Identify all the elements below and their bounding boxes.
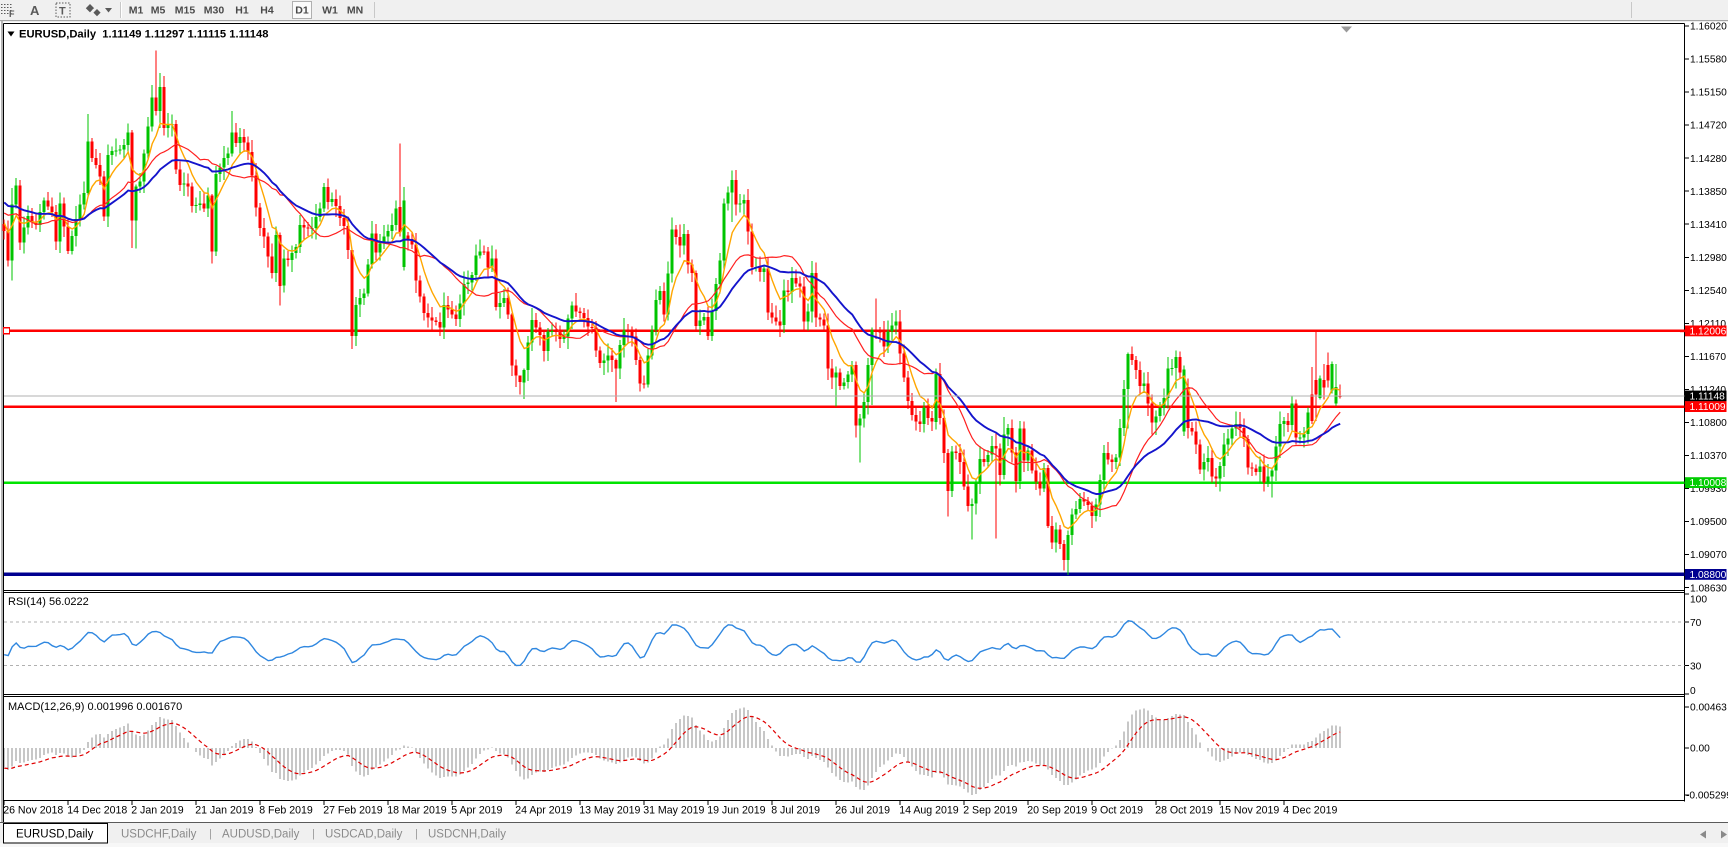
svg-text:19 Jun 2019: 19 Jun 2019 bbox=[707, 805, 765, 817]
svg-text:27 Feb 2019: 27 Feb 2019 bbox=[323, 805, 383, 817]
svg-text:1.11009: 1.11009 bbox=[1690, 402, 1726, 413]
svg-text:21 Jan 2019: 21 Jan 2019 bbox=[195, 805, 253, 817]
svg-text:-0.005299: -0.005299 bbox=[1686, 790, 1728, 801]
svg-text:30: 30 bbox=[1690, 662, 1702, 673]
svg-text:1.10800: 1.10800 bbox=[1690, 418, 1727, 429]
svg-text:2 Sep 2019: 2 Sep 2019 bbox=[963, 805, 1017, 817]
svg-text:0.00463: 0.00463 bbox=[1690, 703, 1727, 714]
svg-text:A: A bbox=[30, 3, 40, 18]
svg-text:AUDUSD,Daily: AUDUSD,Daily bbox=[222, 829, 300, 841]
svg-text:1.14720: 1.14720 bbox=[1690, 121, 1727, 132]
svg-text:EURUSD,Daily: EURUSD,Daily bbox=[16, 829, 94, 841]
svg-text:1.08800: 1.08800 bbox=[1690, 570, 1727, 581]
svg-text:M1: M1 bbox=[129, 5, 144, 17]
svg-text:14 Aug 2019: 14 Aug 2019 bbox=[899, 805, 959, 817]
svg-text:MN: MN bbox=[347, 5, 363, 17]
svg-text:8 Jul 2019: 8 Jul 2019 bbox=[771, 805, 820, 817]
svg-text:RSI(14) 56.0222: RSI(14) 56.0222 bbox=[8, 596, 89, 608]
svg-text:70: 70 bbox=[1690, 618, 1702, 629]
svg-text:1.12006: 1.12006 bbox=[1690, 327, 1727, 338]
svg-text:1.09070: 1.09070 bbox=[1690, 550, 1727, 561]
svg-text:1.14280: 1.14280 bbox=[1690, 154, 1727, 165]
svg-text:14 Dec 2018: 14 Dec 2018 bbox=[67, 805, 127, 817]
svg-text:USDCNH,Daily: USDCNH,Daily bbox=[428, 829, 506, 841]
svg-text:26 Nov 2018: 26 Nov 2018 bbox=[3, 805, 63, 817]
svg-text:M5: M5 bbox=[151, 5, 166, 17]
svg-text:1.09500: 1.09500 bbox=[1690, 517, 1727, 528]
svg-text:1.15150: 1.15150 bbox=[1690, 88, 1727, 99]
svg-text:T: T bbox=[59, 6, 66, 18]
svg-text:1.10008: 1.10008 bbox=[1690, 478, 1727, 489]
svg-text:1.13850: 1.13850 bbox=[1690, 187, 1727, 198]
svg-text:|: | bbox=[312, 828, 315, 840]
svg-text:USDCAD,Daily: USDCAD,Daily bbox=[325, 829, 403, 841]
svg-text:1.12110: 1.12110 bbox=[1690, 319, 1726, 330]
svg-text:100: 100 bbox=[1690, 595, 1707, 606]
svg-text:1.15580: 1.15580 bbox=[1690, 55, 1727, 66]
svg-text:8 Feb 2019: 8 Feb 2019 bbox=[259, 805, 313, 817]
svg-text:28 Oct 2019: 28 Oct 2019 bbox=[1155, 805, 1213, 817]
svg-text:USDCHF,Daily: USDCHF,Daily bbox=[121, 829, 197, 841]
svg-text:0: 0 bbox=[1690, 686, 1696, 697]
svg-text:|: | bbox=[415, 828, 418, 840]
svg-text:18 Mar 2019: 18 Mar 2019 bbox=[387, 805, 447, 817]
svg-text:1.12980: 1.12980 bbox=[1690, 253, 1727, 264]
svg-text:H4: H4 bbox=[260, 5, 274, 17]
svg-text:1.08630: 1.08630 bbox=[1690, 583, 1727, 594]
svg-text:1.09930: 1.09930 bbox=[1690, 484, 1727, 495]
svg-text:15 Nov 2019: 15 Nov 2019 bbox=[1219, 805, 1279, 817]
svg-text:20 Sep 2019: 20 Sep 2019 bbox=[1027, 805, 1087, 817]
svg-text:M30: M30 bbox=[204, 5, 225, 17]
svg-text:1.16020: 1.16020 bbox=[1690, 22, 1727, 33]
svg-text:13 May 2019: 13 May 2019 bbox=[579, 805, 640, 817]
svg-text:M15: M15 bbox=[175, 5, 196, 17]
svg-text:1.10370: 1.10370 bbox=[1690, 451, 1727, 462]
svg-text:W1: W1 bbox=[322, 5, 338, 17]
svg-text:1.11148: 1.11148 bbox=[1690, 392, 1726, 403]
svg-text:26 Jul 2019: 26 Jul 2019 bbox=[835, 805, 890, 817]
svg-text:24 Apr 2019: 24 Apr 2019 bbox=[515, 805, 572, 817]
svg-text:5 Apr 2019: 5 Apr 2019 bbox=[451, 805, 502, 817]
svg-text:EURUSD,Daily 1.11149 1.11297: EURUSD,Daily 1.11149 1.11297 1.11115 1.1… bbox=[19, 29, 268, 41]
svg-text:4 Dec 2019: 4 Dec 2019 bbox=[1283, 805, 1337, 817]
svg-text:0.00: 0.00 bbox=[1690, 744, 1710, 755]
svg-text:H1: H1 bbox=[235, 5, 249, 17]
svg-text:1.11670: 1.11670 bbox=[1690, 352, 1726, 363]
svg-text:1.12540: 1.12540 bbox=[1690, 286, 1727, 297]
svg-text:31 May 2019: 31 May 2019 bbox=[643, 805, 704, 817]
svg-text:D1: D1 bbox=[295, 5, 309, 17]
svg-text:9 Oct 2019: 9 Oct 2019 bbox=[1091, 805, 1143, 817]
svg-text:|: | bbox=[209, 828, 212, 840]
svg-text:F: F bbox=[9, 9, 15, 19]
svg-text:MACD(12,26,9) 0.001996 0.00167: MACD(12,26,9) 0.001996 0.001670 bbox=[8, 701, 182, 713]
svg-text:2 Jan 2019: 2 Jan 2019 bbox=[131, 805, 184, 817]
svg-text:1.13410: 1.13410 bbox=[1690, 220, 1727, 231]
svg-text:1.11240: 1.11240 bbox=[1690, 385, 1726, 396]
